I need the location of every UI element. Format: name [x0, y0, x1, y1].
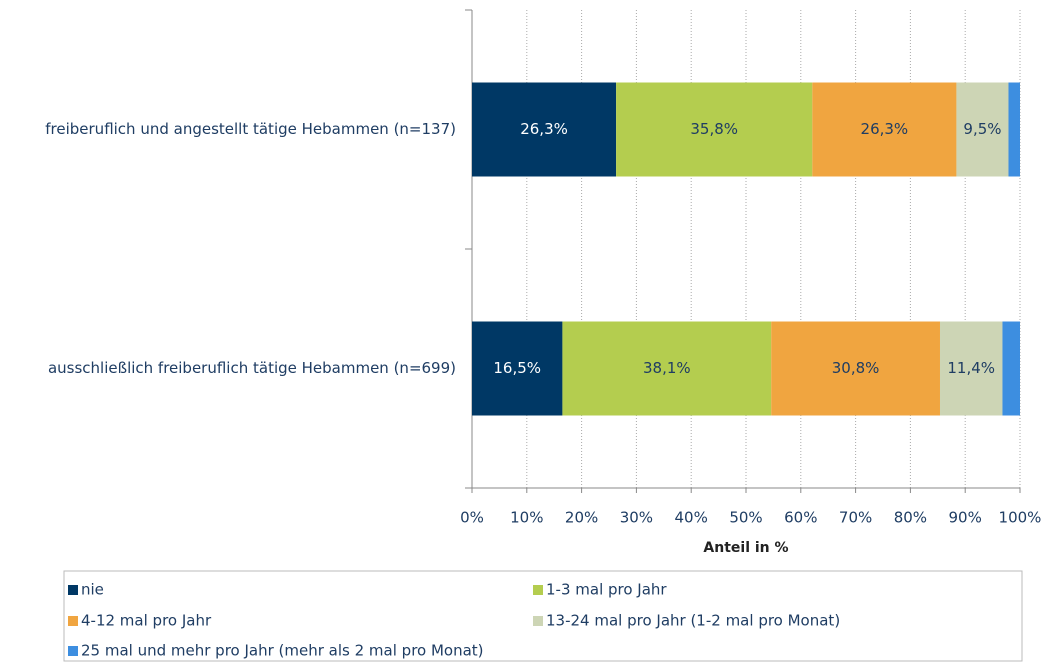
x-tick-label: 0% [460, 509, 484, 527]
value-label: 16,5% [493, 359, 541, 377]
x-tick-label: 20% [565, 509, 598, 527]
value-label: 26,3% [520, 120, 568, 138]
value-label: 9,5% [963, 120, 1001, 138]
bar-segment [812, 82, 957, 177]
y-tick-label: ausschließlich freiberuflich tätige Heba… [48, 359, 456, 377]
bar-segment [771, 321, 940, 416]
value-label: 38,1% [643, 359, 691, 377]
legend-swatch [68, 646, 78, 656]
bar-segment [472, 321, 563, 416]
legend-swatch [533, 585, 543, 595]
x-tick-label: 10% [510, 509, 543, 527]
bar-segment [562, 321, 772, 416]
x-tick-label: 40% [675, 509, 708, 527]
value-label: 30,8% [832, 359, 880, 377]
x-axis-label: Anteil in % [703, 540, 788, 556]
x-tick-label: 70% [839, 509, 872, 527]
legend-label: nie [81, 581, 104, 599]
x-tick-label: 30% [620, 509, 653, 527]
bar-segment [616, 82, 813, 177]
legend-label: 25 mal und mehr pro Jahr (mehr als 2 mal… [81, 642, 484, 660]
legend-label: 1-3 mal pro Jahr [546, 581, 667, 599]
legend-label: 4-12 mal pro Jahr [81, 612, 212, 630]
value-label: 35,8% [690, 120, 738, 138]
bar-segment [939, 321, 1003, 416]
x-tick-label: 90% [949, 509, 982, 527]
legend-label: 13-24 mal pro Jahr (1-2 mal pro Monat) [546, 612, 840, 630]
x-tick-label: 50% [729, 509, 762, 527]
legend-box [63, 570, 1023, 662]
x-tick-label: 80% [894, 509, 927, 527]
y-tick-label: freiberuflich und angestellt tätige Heba… [45, 120, 456, 138]
value-label: 11,4% [947, 359, 995, 377]
x-tick-label: 60% [784, 509, 817, 527]
value-label: 26,3% [861, 120, 909, 138]
bar-segment [472, 82, 617, 177]
legend-swatch [68, 616, 78, 626]
bar-segment [956, 82, 1009, 177]
legend-swatch [68, 585, 78, 595]
legend-swatch [533, 616, 543, 626]
bar-segment [1002, 321, 1020, 416]
bar-segment [1008, 82, 1020, 177]
x-tick-label: 100% [999, 509, 1042, 527]
